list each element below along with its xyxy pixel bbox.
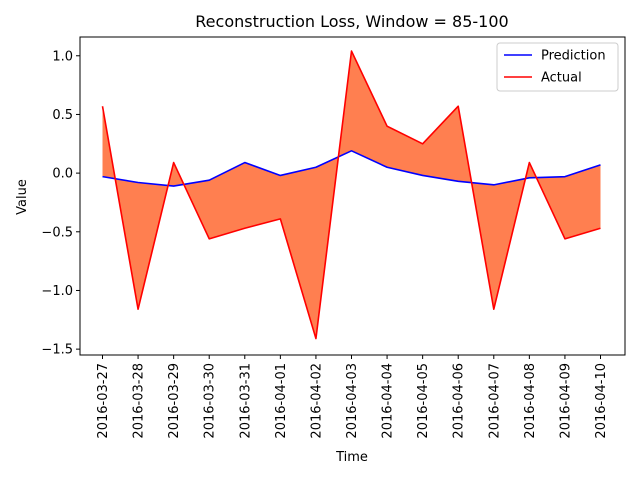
x-tick-label: 2016-03-28 [132, 363, 147, 439]
x-tick-label: 2016-04-04 [381, 363, 396, 439]
x-tick-label: 2016-04-02 [309, 363, 324, 439]
y-tick-label: 0.0 [52, 167, 73, 182]
x-tick-label: 2016-04-07 [487, 363, 502, 439]
x-tick-label: 2016-03-29 [167, 363, 182, 439]
x-tick-label: 2016-03-31 [238, 363, 253, 439]
y-tick-label: 1.0 [52, 49, 73, 64]
legend-label-prediction: Prediction [541, 49, 606, 64]
x-tick-label: 2016-04-09 [558, 363, 573, 439]
x-tick-label: 2016-04-08 [523, 363, 538, 439]
y-axis-label: Value [15, 179, 30, 215]
x-tick-label: 2016-04-05 [416, 363, 431, 439]
x-axis-label: Time [335, 450, 368, 465]
legend: Prediction Actual [497, 43, 618, 91]
plot-area [102, 51, 600, 339]
y-tick-label: −1.0 [41, 284, 73, 299]
y-tick-label: −0.5 [41, 225, 73, 240]
y-tick-label: 0.5 [52, 108, 73, 123]
x-tick-label: 2016-04-06 [452, 363, 467, 439]
x-tick-label: 2016-04-10 [594, 363, 609, 439]
legend-label-actual: Actual [541, 71, 582, 86]
x-tick-label: 2016-04-03 [345, 363, 360, 439]
x-tick-label: 2016-03-30 [203, 363, 218, 439]
y-tick-label: −1.5 [41, 343, 73, 358]
x-tick-label: 2016-03-27 [96, 363, 111, 439]
x-tick-label: 2016-04-01 [274, 363, 289, 439]
chart-title: Reconstruction Loss, Window = 85-100 [195, 12, 508, 31]
fill-between-area [103, 51, 601, 338]
